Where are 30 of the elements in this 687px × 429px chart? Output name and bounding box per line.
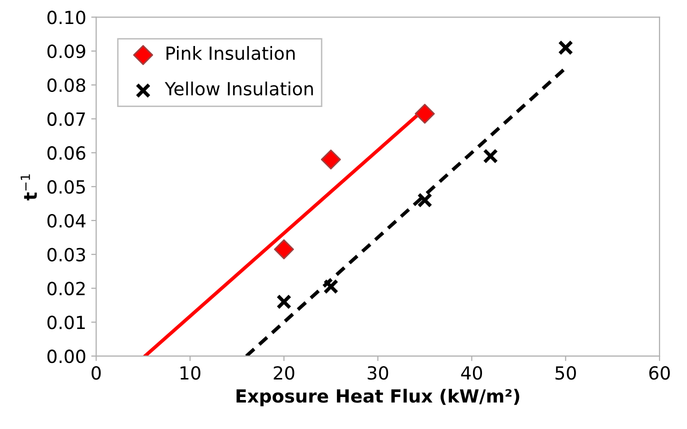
y-tick-label: 0.08 [47,78,86,92]
y-tick-label: 0.03 [47,248,86,262]
x-tick-label: 40 [461,366,482,380]
point [417,192,432,208]
x-tick-label: 20 [274,366,294,380]
x-tick-label: 10 [180,366,200,380]
y-tick-label: 0.06 [47,146,86,160]
point [414,104,435,124]
point [482,148,498,164]
point [558,40,574,56]
x-axis-title: Exposure Heat Flux (kW/m²) [236,388,520,406]
x-tick-label: 60 [649,366,670,380]
y-tick-label: 0.09 [47,44,86,58]
y-tick-label: 0.05 [47,180,85,194]
legend-label: Yellow Insulation [164,82,313,96]
legend-label: Pink Insulation [166,46,295,60]
y-tick-label: 0.07 [47,112,85,126]
point [323,279,338,294]
point [274,239,294,260]
x-tick-label: 30 [368,366,388,380]
y-axis-title: t$^{−1}$ [20,174,37,200]
y-tick-label: 0.10 [47,10,86,24]
point [276,294,292,310]
y-tick-label: 0.04 [47,214,86,228]
point [320,149,341,170]
y-tick-label: 0.00 [47,350,86,364]
x-tick-label: 50 [556,366,576,380]
y-tick-label: 0.01 [47,316,85,330]
x-tick-label: 0 [92,366,101,380]
y-tick-label: 0.02 [47,282,85,296]
